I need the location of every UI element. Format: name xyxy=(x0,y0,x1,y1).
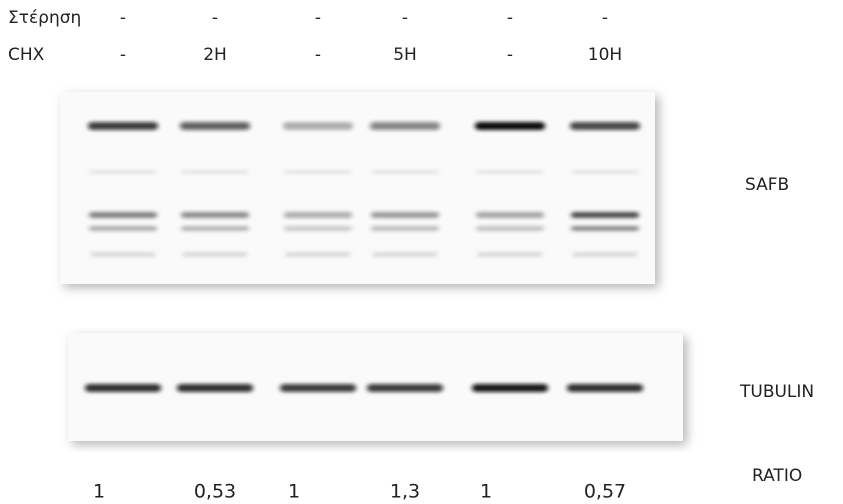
band xyxy=(571,212,639,218)
band xyxy=(476,226,544,231)
band xyxy=(91,252,155,257)
ratio-value: 0,53 xyxy=(194,481,236,503)
band xyxy=(475,122,545,130)
band xyxy=(478,252,542,257)
condition-value: - xyxy=(507,45,513,65)
ratio-value: 0,57 xyxy=(584,481,626,503)
row-label: Στέρηση xyxy=(8,8,81,28)
condition-value: - xyxy=(602,8,608,28)
band xyxy=(472,384,548,392)
page: SAFB TUBULIN RATIO Στέρηση CHX - - - - - - - 2H - 5… xyxy=(0,0,843,504)
band xyxy=(371,226,439,231)
condition-value: - xyxy=(120,45,126,65)
row-label: CHX xyxy=(8,45,45,65)
band xyxy=(85,384,161,392)
band xyxy=(573,252,637,257)
condition-value: 10H xyxy=(588,45,622,65)
ratio-value: 1 xyxy=(288,481,300,503)
band xyxy=(572,170,638,174)
band xyxy=(89,212,157,218)
band xyxy=(89,226,157,231)
condition-value: - xyxy=(507,8,513,28)
band xyxy=(285,170,351,174)
band xyxy=(183,252,247,257)
band xyxy=(476,212,544,218)
ratio-label: RATIO xyxy=(752,466,802,486)
band xyxy=(371,212,439,218)
band xyxy=(284,226,352,231)
condition-value: - xyxy=(212,8,218,28)
band xyxy=(570,122,640,130)
band xyxy=(88,122,158,130)
band xyxy=(280,384,356,392)
band xyxy=(571,226,639,231)
blot-label: SAFB xyxy=(745,175,789,195)
condition-value: - xyxy=(402,8,408,28)
band xyxy=(286,252,350,257)
condition-value: 2H xyxy=(203,45,227,65)
band xyxy=(367,384,443,392)
band xyxy=(182,170,248,174)
band xyxy=(372,170,438,174)
band xyxy=(180,122,250,130)
band xyxy=(177,384,253,392)
blot-figure: SAFB TUBULIN RATIO Στέρηση CHX - - - - - - - 2H - 5… xyxy=(0,0,843,504)
band xyxy=(567,384,643,392)
band xyxy=(283,122,353,130)
condition-value: 5H xyxy=(393,45,417,65)
band xyxy=(181,212,249,218)
band xyxy=(370,122,440,130)
band xyxy=(477,170,543,174)
ratio-value: 1 xyxy=(480,481,492,503)
condition-value: - xyxy=(120,8,126,28)
band xyxy=(181,226,249,231)
condition-value: - xyxy=(315,45,321,65)
band xyxy=(373,252,437,257)
condition-value: - xyxy=(315,8,321,28)
ratio-value: 1,3 xyxy=(390,481,420,503)
blot-label: TUBULIN xyxy=(739,382,814,402)
band xyxy=(284,212,352,218)
band xyxy=(90,170,156,174)
ratio-value: 1 xyxy=(93,481,105,503)
